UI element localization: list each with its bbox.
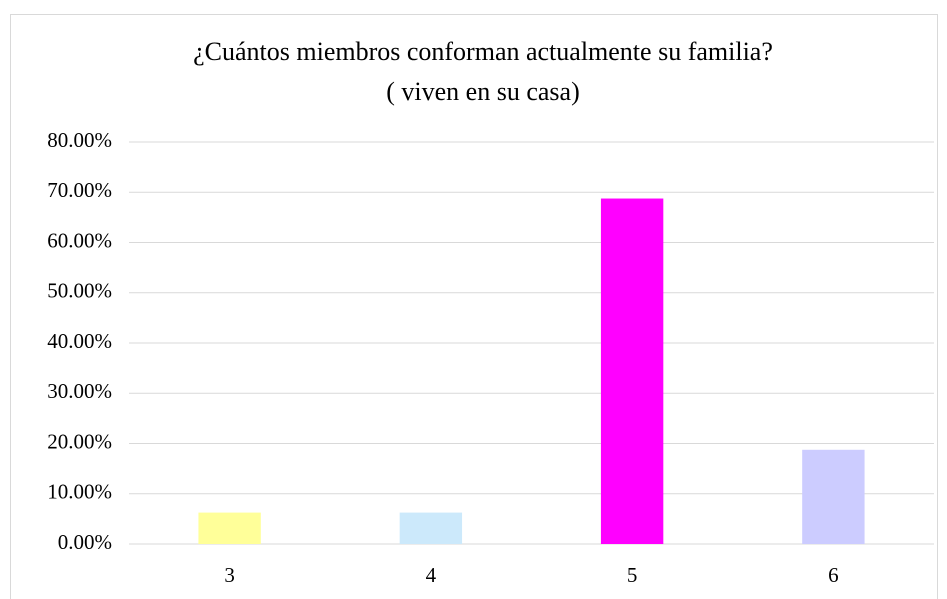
y-tick-label: 20.00% (47, 429, 112, 453)
x-tick-label: 6 (828, 563, 839, 587)
x-tick-label: 5 (627, 563, 638, 587)
y-tick-label: 70.00% (47, 178, 112, 202)
y-tick-label: 60.00% (47, 228, 112, 252)
y-tick-label: 30.00% (47, 379, 112, 403)
chart-title: ¿Cuántos miembros conforman actualmente … (193, 37, 773, 66)
x-tick-label: 3 (224, 563, 235, 587)
y-tick-label: 80.00% (47, 128, 112, 152)
x-tick-label: 4 (426, 563, 437, 587)
y-tick-label: 10.00% (47, 480, 112, 504)
bar (802, 449, 865, 544)
bar (198, 512, 261, 544)
bar (600, 198, 664, 544)
y-tick-label: 50.00% (47, 279, 112, 303)
bar (399, 512, 463, 544)
chart-frame (10, 14, 938, 599)
chart-title: ( viven en su casa) (386, 77, 579, 106)
y-tick-label: 0.00% (58, 530, 112, 554)
y-tick-label: 40.00% (47, 329, 112, 353)
